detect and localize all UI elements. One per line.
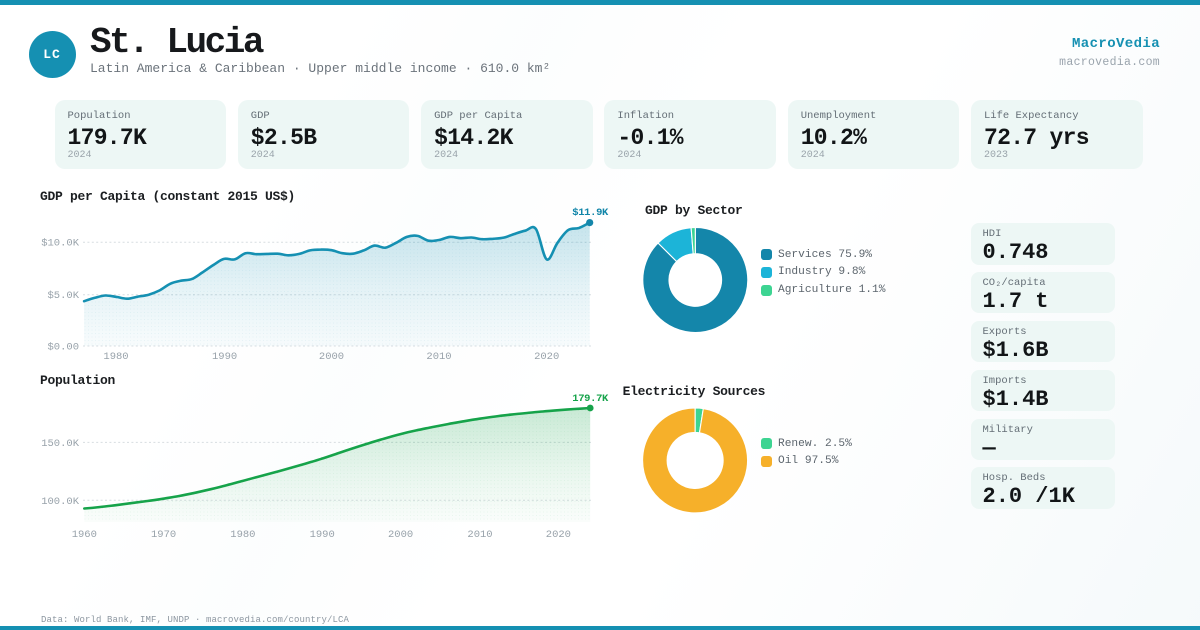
svg-text:$0.00: $0.00 (47, 342, 79, 354)
svg-text:1990: 1990 (212, 351, 237, 363)
svg-text:100.0K: 100.0K (41, 496, 80, 508)
svg-text:1980: 1980 (230, 529, 255, 541)
svg-text:2020: 2020 (534, 351, 559, 363)
svg-text:2000: 2000 (388, 529, 413, 541)
svg-text:$5.0K: $5.0K (47, 290, 79, 302)
svg-text:$10.0K: $10.0K (41, 238, 80, 250)
svg-text:1960: 1960 (72, 529, 97, 541)
svg-text:2010: 2010 (426, 351, 451, 363)
svg-text:150.0K: 150.0K (41, 438, 80, 450)
svg-text:2020: 2020 (546, 529, 571, 541)
svg-text:2000: 2000 (319, 351, 344, 363)
svg-text:1990: 1990 (310, 529, 335, 541)
svg-text:2010: 2010 (467, 529, 492, 541)
svg-text:1980: 1980 (103, 351, 128, 363)
svg-text:1970: 1970 (151, 529, 176, 541)
svg-text:179.7K: 179.7K (572, 393, 609, 405)
svg-text:$11.9K: $11.9K (572, 207, 609, 219)
